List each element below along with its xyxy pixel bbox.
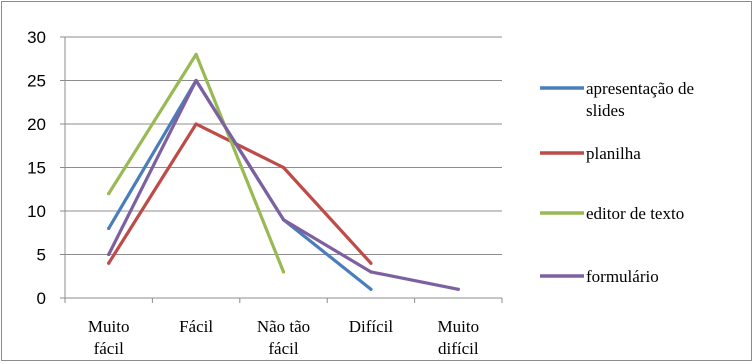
- y-tick-label: 30: [27, 28, 46, 47]
- x-tick-label-line: Fácil: [179, 317, 213, 336]
- data-point-planilha: [281, 165, 286, 170]
- y-tick-label: 0: [37, 289, 46, 308]
- series-line-apresentacao-de-slides: [107, 78, 373, 291]
- legend-label: editor de texto: [586, 204, 684, 223]
- x-tick-label-line: Difícil: [349, 317, 394, 336]
- legend-label-line: slides: [586, 101, 625, 120]
- legend-item-editor-de-texto: editor de texto: [540, 204, 684, 223]
- y-tick-label: 25: [27, 72, 46, 91]
- y-tick-label: 5: [37, 246, 46, 265]
- series-line-planilha: [107, 122, 373, 265]
- legend-label: apresentação de slides: [586, 79, 694, 120]
- legend-label-line: apresentação de: [586, 79, 694, 98]
- y-tick-label: 15: [27, 159, 46, 178]
- x-tick-label-muito-facil: Muito fácil: [88, 317, 130, 358]
- data-point-apresentacao-de-slides: [107, 226, 111, 230]
- legend-item-planilha: planilha: [540, 144, 641, 163]
- data-point-planilha: [194, 122, 198, 126]
- x-tick-label-line: fácil: [268, 339, 298, 358]
- gridlines: [65, 36, 502, 255]
- x-tick-label-line: Muito: [88, 317, 130, 336]
- data-point-editor-de-texto: [107, 192, 111, 196]
- data-point-formulario: [107, 252, 111, 257]
- x-tick-label-dificil: Difícil: [349, 317, 394, 336]
- x-tick-label-muito-dificil: Muito difícil: [438, 317, 480, 358]
- y-tick-label: 10: [27, 202, 46, 221]
- x-tick-label-line: Muito: [438, 317, 480, 336]
- data-point-editor-de-texto: [194, 52, 198, 57]
- x-tick-label-facil: Fácil: [179, 317, 213, 336]
- y-tick-label: 20: [27, 115, 46, 134]
- x-tick-label-line: fácil: [94, 339, 124, 358]
- legend-item-formulario: formulário: [540, 267, 659, 286]
- x-tick-label-line: Não tão: [257, 317, 310, 336]
- legend-label: planilha: [586, 144, 641, 163]
- data-point-planilha: [107, 261, 111, 265]
- legend-label-line: planilha: [586, 144, 641, 163]
- legend-label: formulário: [586, 267, 659, 286]
- legend: apresentação de slides planilha editor de t…: [540, 79, 694, 286]
- series-lines: [107, 52, 460, 291]
- series-line-editor-de-texto: [107, 52, 286, 274]
- x-tick-label-line: difícil: [438, 339, 479, 358]
- data-point-editor-de-texto: [281, 270, 286, 274]
- axes: 0 5 10 15 20 25 30 Muito fácil Fácil Não tão fácil D…: [27, 28, 503, 358]
- data-point-planilha: [369, 261, 373, 265]
- x-tick-label-nao-tao-facil: Não tão fácil: [257, 317, 310, 358]
- data-point-apresentacao-de-slides: [369, 287, 373, 291]
- legend-label-line: editor de texto: [586, 204, 684, 223]
- legend-item-apresentacao-de-slides: apresentação de slides: [540, 79, 694, 120]
- data-point-formulario: [369, 270, 373, 274]
- data-point-formulario: [281, 218, 286, 222]
- data-point-formulario: [194, 78, 198, 83]
- data-point-formulario: [456, 287, 460, 291]
- legend-label-line: formulário: [586, 267, 659, 286]
